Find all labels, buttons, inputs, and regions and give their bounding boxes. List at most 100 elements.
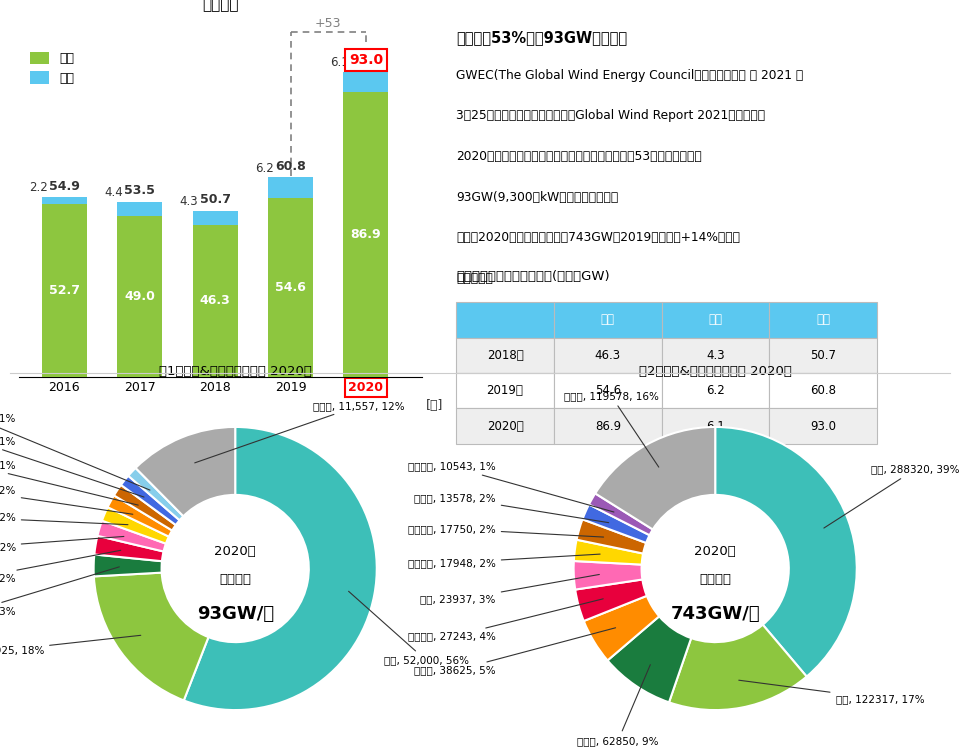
Bar — [554, 302, 661, 337]
Wedge shape — [583, 505, 650, 543]
Text: 米国, 122317, 17%: 米国, 122317, 17% — [739, 680, 924, 704]
Wedge shape — [98, 520, 166, 551]
Bar — [456, 302, 554, 337]
Bar — [42, 204, 87, 376]
Wedge shape — [135, 427, 235, 517]
Bar — [456, 408, 554, 444]
Text: 4.4: 4.4 — [104, 186, 123, 199]
Bar — [117, 202, 162, 216]
Text: 4.3: 4.3 — [180, 195, 198, 208]
Text: 6.2: 6.2 — [254, 162, 274, 175]
Text: 54.6: 54.6 — [595, 384, 621, 397]
Wedge shape — [94, 536, 163, 561]
Wedge shape — [577, 520, 646, 553]
Text: カナダ, 13578, 2%: カナダ, 13578, 2% — [414, 492, 609, 523]
Wedge shape — [589, 493, 653, 535]
Text: 46.3: 46.3 — [595, 349, 621, 361]
Wedge shape — [595, 427, 715, 529]
Text: [年]: [年] — [426, 399, 444, 413]
Bar — [770, 408, 877, 444]
Wedge shape — [129, 468, 183, 520]
Text: 6.2: 6.2 — [707, 384, 725, 397]
Text: 2020年: 2020年 — [694, 545, 736, 558]
Text: 合計: 合計 — [816, 313, 830, 326]
Text: GWEC(The Global Wind Energy Council、世界風力会議 は 2021 年: GWEC(The Global Wind Energy Council、世界風力… — [456, 69, 804, 81]
Text: 米国, 16,925, 18%: 米国, 16,925, 18% — [0, 636, 141, 656]
Wedge shape — [94, 554, 162, 576]
Bar — [42, 197, 87, 204]
Bar — [193, 211, 238, 225]
Text: となった。: となった。 — [456, 272, 493, 285]
Wedge shape — [584, 596, 660, 660]
Text: 86.9: 86.9 — [595, 419, 621, 432]
Legend: 陸上, 洋上: 陸上, 洋上 — [26, 47, 79, 90]
Wedge shape — [574, 561, 642, 590]
Text: インド, 38625, 5%: インド, 38625, 5% — [414, 628, 615, 675]
Wedge shape — [574, 540, 643, 565]
Text: 53.5: 53.5 — [125, 184, 156, 197]
Text: +53: +53 — [315, 17, 342, 30]
Bar — [770, 373, 877, 408]
Text: 60.8: 60.8 — [810, 384, 836, 397]
Text: トルコ, 1,224, 1%: トルコ, 1,224, 1% — [0, 436, 144, 497]
Bar — [770, 337, 877, 373]
Text: 新規導入: 新規導入 — [203, 0, 239, 12]
Text: 50.7: 50.7 — [200, 194, 230, 206]
Wedge shape — [108, 495, 172, 537]
Text: インド, 1,119, 1%: インド, 1,119, 1% — [0, 413, 150, 490]
Text: なお、2020年末の累計導入量743GWは2019年末から+14%の増加: なお、2020年末の累計導入量743GWは2019年末から+14%の増加 — [456, 231, 740, 245]
Text: 743GW/年: 743GW/年 — [670, 605, 760, 623]
Wedge shape — [102, 508, 169, 544]
Text: その他, 11,557, 12%: その他, 11,557, 12% — [195, 401, 405, 463]
Wedge shape — [94, 572, 208, 700]
Bar — [554, 337, 661, 373]
Bar — [661, 337, 770, 373]
Text: フランス, 1,317, 1%: フランス, 1,317, 1% — [0, 460, 138, 505]
Text: 86.9: 86.9 — [350, 227, 381, 241]
Text: ブラジル, 17750, 2%: ブラジル, 17750, 2% — [408, 524, 604, 537]
Text: スペイン, 27243, 4%: スペイン, 27243, 4% — [408, 599, 603, 642]
Bar — [661, 373, 770, 408]
Bar — [193, 225, 238, 376]
Text: 新規合計: 新規合計 — [219, 573, 252, 587]
Text: フランス, 17948, 2%: フランス, 17948, 2% — [408, 554, 600, 568]
Text: 陸上: 陸上 — [601, 313, 614, 326]
Text: 中国, 52,000, 56%: 中国, 52,000, 56% — [348, 591, 468, 666]
Text: 60.8: 60.8 — [276, 160, 306, 173]
Text: 2020年に、世界で新しい風力発電設備は、前年比53％増もの大量な: 2020年に、世界で新しい風力発電設備は、前年比53％増もの大量な — [456, 150, 702, 163]
Text: 3月25日、最新版の年間報告書「Global Wind Report 2021」を発表。: 3月25日、最新版の年間報告書「Global Wind Report 2021」… — [456, 109, 765, 122]
Bar — [661, 408, 770, 444]
Text: 2.2: 2.2 — [29, 181, 47, 194]
Text: 2019年: 2019年 — [487, 384, 523, 397]
Text: 93GW(9,300万kW）が導入された。: 93GW(9,300万kW）が導入された。 — [456, 191, 618, 204]
Text: 累計合計: 累計合計 — [699, 573, 732, 587]
Text: 4.3: 4.3 — [707, 349, 725, 361]
Wedge shape — [575, 580, 647, 621]
Text: イタリア, 10543, 1%: イタリア, 10543, 1% — [408, 462, 614, 512]
Wedge shape — [669, 625, 806, 710]
Bar — [770, 302, 877, 337]
Text: 93.0: 93.0 — [810, 419, 836, 432]
Bar — [456, 337, 554, 373]
Text: 52.7: 52.7 — [49, 284, 80, 297]
Text: 風力発電の新規導入の推移(単位：GW): 風力発電の新規導入の推移(単位：GW) — [456, 270, 610, 283]
Wedge shape — [715, 427, 856, 677]
Text: ノルウェー, 1,532, 2%: ノルウェー, 1,532, 2% — [0, 513, 128, 525]
Bar — [554, 373, 661, 408]
Title: （1）陸上&洋上：新規合計 2020年: （1）陸上&洋上：新規合計 2020年 — [158, 365, 312, 378]
Text: 6.1: 6.1 — [707, 419, 725, 432]
Wedge shape — [121, 476, 180, 525]
Bar — [456, 373, 554, 408]
Text: ドイツ, 62850, 9%: ドイツ, 62850, 9% — [577, 665, 659, 746]
Text: 英国, 23937, 3%: 英国, 23937, 3% — [420, 575, 599, 605]
Text: オランダ, 1,979, 2%: オランダ, 1,979, 2% — [0, 550, 121, 584]
Text: 93GW/年: 93GW/年 — [197, 605, 274, 623]
Wedge shape — [183, 427, 376, 710]
Text: 54.6: 54.6 — [276, 281, 306, 294]
Text: 2020年: 2020年 — [214, 545, 256, 558]
Bar — [344, 72, 389, 92]
Bar — [268, 177, 313, 197]
Bar — [554, 408, 661, 444]
Text: 洋上: 洋上 — [708, 313, 723, 326]
Bar — [661, 302, 770, 337]
